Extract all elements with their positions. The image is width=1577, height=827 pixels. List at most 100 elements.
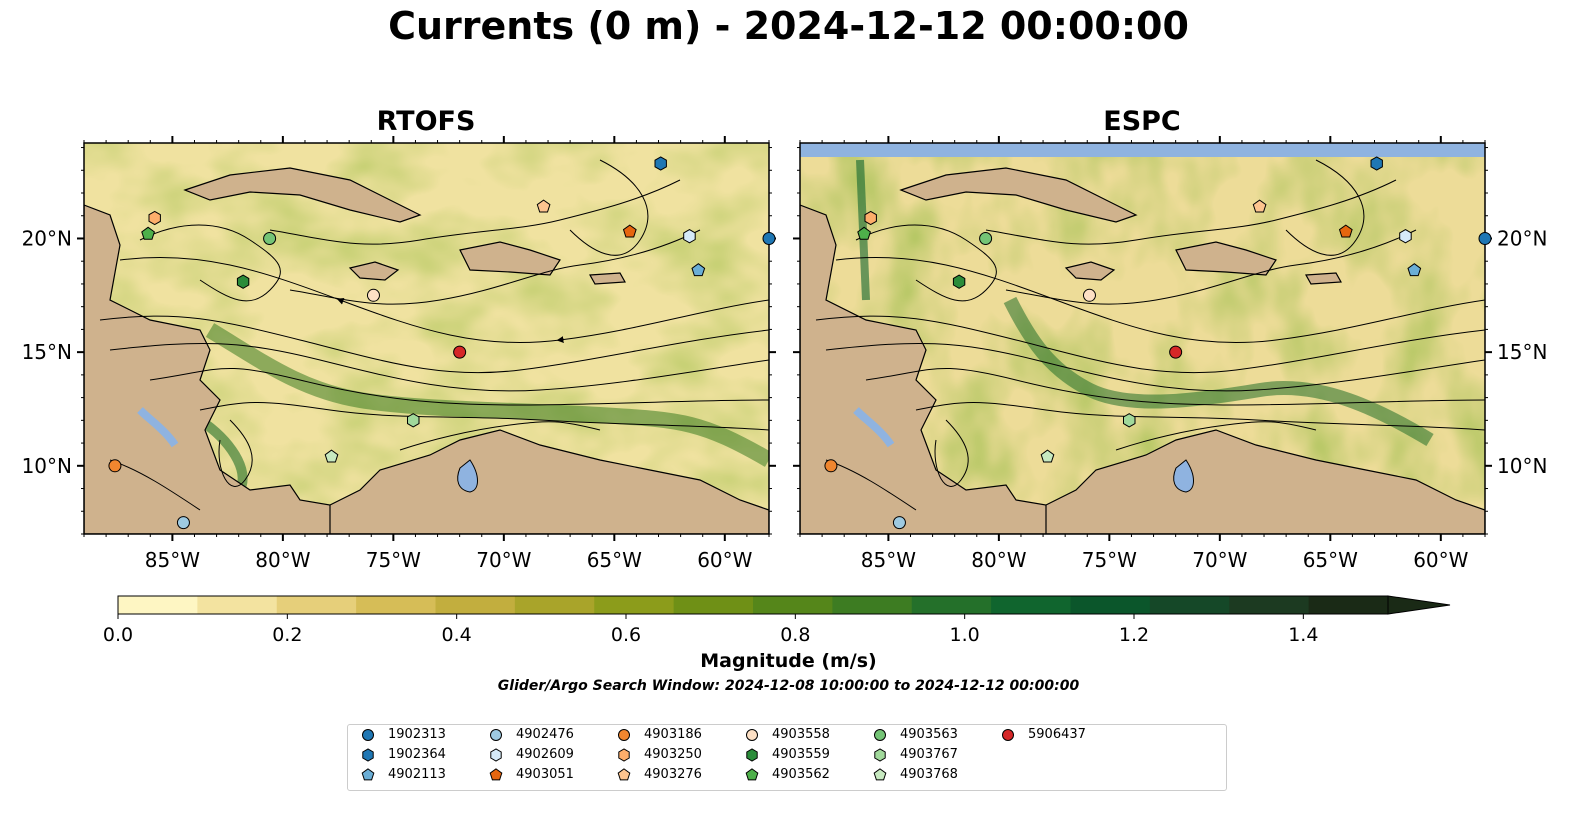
lon-tick-label: 70°W: [476, 548, 531, 572]
legend-marker: [362, 729, 374, 741]
colorbar-tick-label: 1.4: [1288, 624, 1318, 646]
hexagon-marker-icon: [618, 748, 630, 762]
panel-title-espc: ESPC: [1103, 106, 1181, 137]
float-marker-1902364: [654, 156, 667, 171]
legend-label: 4903559: [772, 747, 830, 762]
puerto-rico-land: [589, 272, 626, 285]
float-markers-espc: [824, 156, 1492, 530]
legend-label: 4902609: [516, 747, 574, 762]
colorbar-tick-label: 1.2: [1119, 624, 1149, 646]
legend-marker: [874, 748, 886, 762]
float-marker-4902113: [691, 263, 706, 277]
colorbar-swatch: [197, 596, 278, 614]
float-marker-4902476: [176, 516, 190, 530]
legend-marker: [361, 768, 375, 781]
legend-label: 4903186: [644, 727, 702, 742]
panel-title-rtofs: RTOFS: [376, 106, 476, 137]
colorbar-swatch: [1070, 596, 1151, 614]
colorbar-swatch: [673, 596, 754, 614]
float-marker-4903051: [622, 224, 637, 238]
float-marker-1902313: [762, 231, 776, 245]
caribbean-current-jet: [205, 323, 769, 467]
lon-tick-label: 60°W: [1413, 548, 1468, 572]
float-marker-4903051: [1338, 224, 1353, 238]
pentagon-marker-icon: [873, 768, 887, 781]
land-masses: [800, 167, 1485, 534]
circle-marker-icon: [746, 729, 758, 741]
hispaniola-land: [1175, 241, 1277, 276]
legend-label: 4903276: [644, 767, 702, 782]
map-panel-espc: 85°W 80°W 75°W 70°W 65°W 60°W 10°N 15°N 20°N: [793, 136, 1547, 572]
puerto-rico-land: [1305, 272, 1342, 285]
colorbar-swatch: [276, 596, 357, 614]
lake-maracaibo: [457, 459, 478, 493]
lon-tick-label: 80°W: [971, 548, 1026, 572]
lat-tick-label: 15°N: [22, 340, 72, 364]
lon-tick-label: 75°W: [1082, 548, 1137, 572]
legend-label: 4902113: [388, 767, 446, 782]
colorbar-frame: [117, 595, 1389, 615]
hexagon-marker-icon: [874, 748, 886, 762]
jamaica-land: [1064, 261, 1116, 281]
legend-marker: [746, 748, 758, 762]
float-marker-4903562: [141, 226, 155, 240]
float-marker-4903767: [407, 413, 420, 428]
float-marker-4903276: [536, 199, 551, 213]
no-data-band: [800, 143, 1485, 157]
legend-marker: [746, 729, 758, 741]
colorbar-extend-arrow: [1387, 595, 1451, 615]
legend-label: 1902364: [388, 747, 446, 762]
south-america-land: [1045, 429, 1485, 534]
float-marker-4902476: [892, 516, 906, 530]
float-marker-4902609: [683, 229, 696, 244]
legend-label: 4903767: [900, 747, 958, 762]
float-marker-4902113: [1407, 263, 1422, 277]
land-masses: [84, 167, 769, 534]
jamaica-land: [348, 261, 400, 281]
cuba-land: [899, 167, 1138, 223]
hexagon-marker-icon: [746, 748, 758, 762]
legend-marker: [617, 768, 631, 781]
float-marker-4903563: [979, 231, 993, 245]
colorbar-tick-label: 0.8: [780, 624, 810, 646]
map-ticks-espc: 85°W 80°W 75°W 70°W 65°W 60°W 10°N 15°N 20°N: [793, 136, 1547, 572]
legend-label: 4903563: [900, 727, 958, 742]
colorbar-swatch: [753, 596, 833, 614]
legend-marker: [618, 729, 630, 741]
colorbar-swatch: [1229, 596, 1310, 614]
lon-tick-label: 65°W: [587, 548, 642, 572]
legend-marker: [1002, 729, 1014, 741]
search-window-note: Glider/Argo Search Window: 2024-12-08 10…: [497, 678, 1080, 694]
caribbean-current-jet: [1003, 296, 1434, 447]
colorbar-swatch: [911, 596, 992, 614]
legend-label: 4903051: [516, 767, 574, 782]
float-legend: 1902313 1902364 4902113 4902476 4902609 49030…: [347, 724, 1227, 791]
lon-tick-label: 60°W: [697, 548, 752, 572]
legend-marker: [874, 729, 886, 741]
float-markers-rtofs: [108, 156, 776, 530]
legend-marker: [618, 748, 630, 762]
colorbar-tick-label: 0.4: [442, 624, 472, 646]
float-marker-5906437: [1169, 345, 1183, 359]
float-marker-4903250: [148, 210, 161, 226]
hexagon-marker-icon: [362, 748, 374, 762]
colorbar-swatch: [1149, 596, 1230, 614]
colorbar-swatch: [356, 596, 436, 614]
lon-tick-label: 70°W: [1192, 548, 1247, 572]
colorbar-swatch: [594, 596, 675, 614]
float-marker-4903563: [263, 231, 277, 245]
map-frame-rtofs: [83, 142, 770, 535]
lat-tick-label: 10°N: [22, 454, 72, 478]
float-marker-1902364: [1370, 156, 1383, 171]
lon-tick-label: 85°W: [861, 548, 916, 572]
colorbar-swatch: [991, 596, 1071, 614]
colorbar-swatch: [1308, 596, 1389, 614]
legend-marker: [745, 768, 759, 781]
streamlines: [99, 159, 769, 511]
lon-tick-label: 75°W: [366, 548, 421, 572]
lake-nicaragua: [137, 407, 179, 448]
legend-label: 4903562: [772, 767, 830, 782]
colorbar-label: Magnitude (m/s): [700, 650, 877, 672]
lake-maracaibo: [1173, 459, 1194, 493]
pentagon-marker-icon: [617, 768, 631, 781]
